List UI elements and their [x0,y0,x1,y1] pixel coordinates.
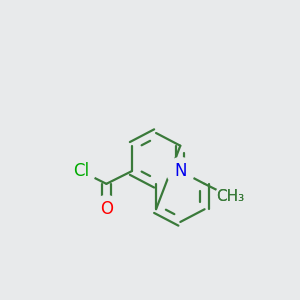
Text: O: O [100,200,113,218]
Text: CH₃: CH₃ [216,189,244,204]
Text: CH₃: CH₃ [216,189,244,204]
Text: N: N [174,162,187,180]
Text: Cl: Cl [73,162,89,180]
